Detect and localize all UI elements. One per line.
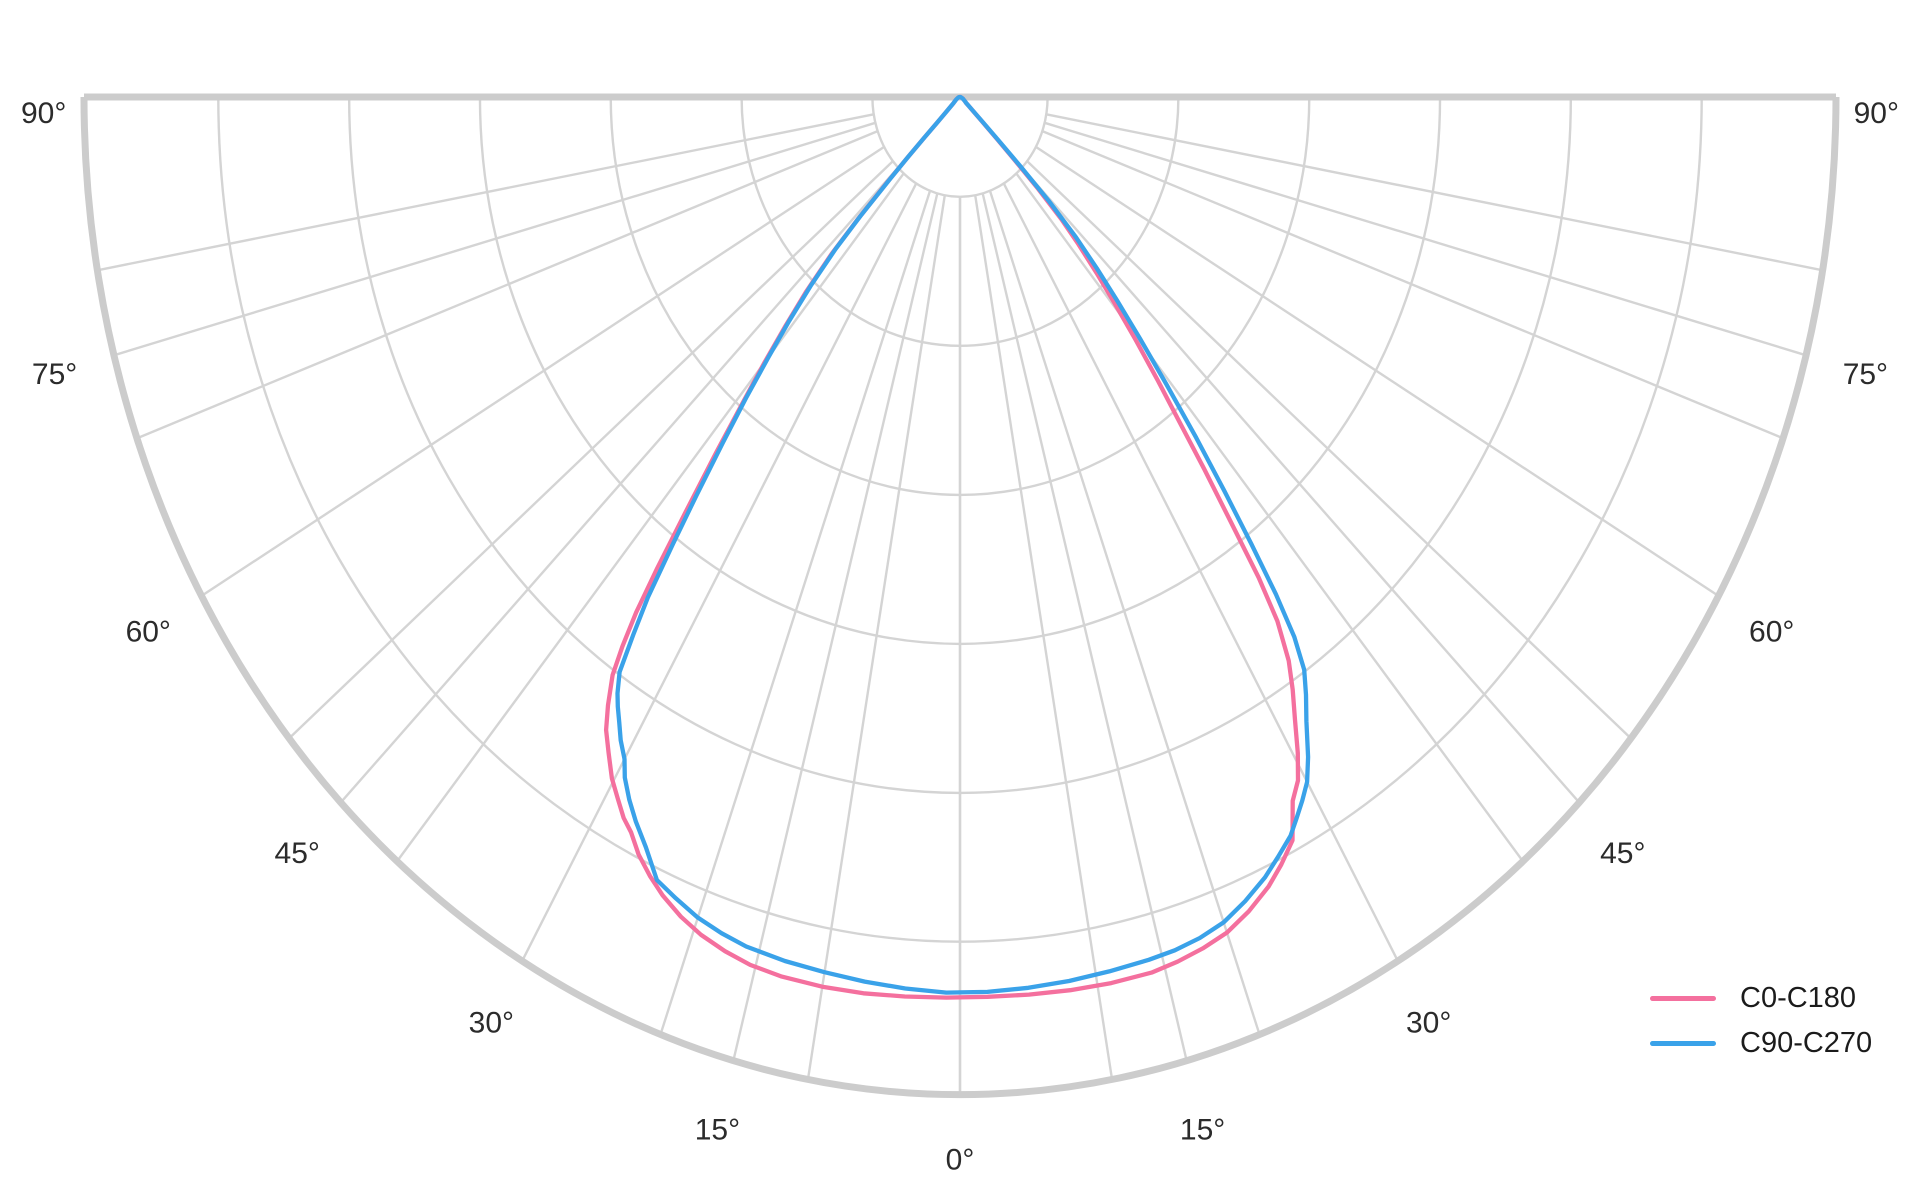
angle-tick-label: 90° <box>1854 97 1899 130</box>
angle-tick-label: 45° <box>1600 837 1645 870</box>
angle-tick-label: 0° <box>946 1144 975 1177</box>
legend-swatch-c0-c180 <box>1650 996 1716 1002</box>
legend: C0-C180 C90-C270 <box>1650 982 1873 1060</box>
grid-spoke <box>1041 130 1784 440</box>
grid-spoke <box>395 172 905 863</box>
angle-tick-label: 45° <box>275 837 320 870</box>
legend-label-c90-c270: C90-C270 <box>1740 1026 1873 1059</box>
grid-spoke <box>136 130 879 440</box>
grid-spoke <box>200 145 885 598</box>
angle-tick-label: 15° <box>1180 1113 1225 1146</box>
polar-border-arc <box>80 96 1840 1099</box>
grid-spoke <box>974 195 1114 1081</box>
grid-spoke <box>97 113 874 272</box>
angle-tick-label: 75° <box>1843 358 1888 391</box>
grid-spoke <box>1035 145 1720 598</box>
angle-tick-label: 75° <box>32 358 77 391</box>
grid-spoke <box>988 190 1261 1036</box>
angle-tick-label: 90° <box>21 97 66 130</box>
grid-spoke <box>288 160 894 740</box>
curve-c0-c180 <box>603 94 1301 1000</box>
angle-tick-label: 30° <box>1406 1007 1451 1040</box>
grid-spoke <box>1015 172 1525 863</box>
grid-spoke <box>732 193 939 1062</box>
legend-item-c0-c180: C0-C180 <box>1650 982 1872 1015</box>
legend-label-c0-c180: C0-C180 <box>1740 982 1857 1014</box>
grid-spoke <box>1026 160 1632 740</box>
grid-spoke <box>981 193 1188 1062</box>
curve-c90-c270 <box>615 94 1311 995</box>
angle-tick-label: 15° <box>695 1113 740 1146</box>
grid-spoke <box>339 166 899 804</box>
legend-swatch-c90-c270 <box>1650 1041 1716 1047</box>
grid-spoke <box>1021 166 1581 804</box>
angle-tick-label: 30° <box>469 1007 514 1040</box>
grid-spoke <box>1044 121 1807 357</box>
grid-spoke <box>1046 113 1823 272</box>
grid-spoke <box>1002 182 1400 962</box>
grid-spoke <box>520 182 918 962</box>
angle-tick-label: 60° <box>126 616 171 649</box>
legend-item-c90-c270: C90-C270 <box>1650 1026 1873 1060</box>
grid-spoke <box>113 121 876 357</box>
grid-spoke <box>659 190 932 1036</box>
grid-spoke <box>806 195 946 1081</box>
angle-tick-label: 60° <box>1749 616 1794 649</box>
